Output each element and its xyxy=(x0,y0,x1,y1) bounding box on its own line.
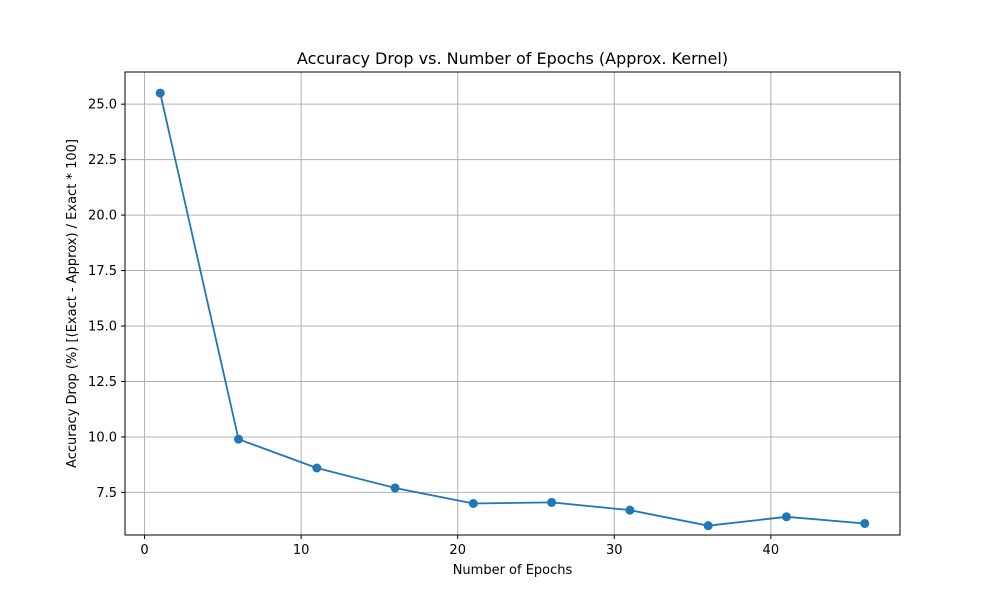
data-point xyxy=(860,518,870,528)
data-point xyxy=(312,463,322,473)
y-tick-label: 15.0 xyxy=(88,320,117,335)
y-tick-label: 25.0 xyxy=(88,98,117,113)
x-tick-label: 10 xyxy=(293,543,310,558)
x-tick-label: 30 xyxy=(606,543,623,558)
data-point xyxy=(155,88,165,98)
series-line xyxy=(159,92,865,527)
data-point xyxy=(468,498,478,508)
grid xyxy=(125,72,900,535)
y-tick-label: 20.0 xyxy=(88,209,117,224)
y-tick-label: 10.0 xyxy=(88,430,117,445)
plot-area xyxy=(124,71,901,536)
data-point xyxy=(390,483,400,493)
data-point xyxy=(781,512,791,522)
data-point xyxy=(234,434,244,444)
y-tick-label: 22.5 xyxy=(88,153,117,168)
x-tick-label: 20 xyxy=(449,543,466,558)
y-axis-label: Accuracy Drop (%) [(Exact - Approx) / Ex… xyxy=(65,139,80,468)
x-tick-label: 40 xyxy=(763,543,780,558)
x-axis-label: Number of Epochs xyxy=(453,563,573,578)
y-tick-label: 12.5 xyxy=(88,375,117,390)
y-tick-label: 7.5 xyxy=(96,486,117,501)
y-tick-label: 17.5 xyxy=(88,264,117,279)
chart-title: Accuracy Drop vs. Number of Epochs (Appr… xyxy=(297,49,728,68)
data-point xyxy=(625,505,635,515)
ticks: 0 10 20 30 40 7.5 10.0 12.5 15.0 17.5 20.0 22.5 25.0 xyxy=(88,98,779,558)
x-tick-label: 0 xyxy=(140,543,148,558)
data-point xyxy=(703,521,713,531)
series-layer xyxy=(155,88,870,531)
data-point xyxy=(547,497,557,507)
